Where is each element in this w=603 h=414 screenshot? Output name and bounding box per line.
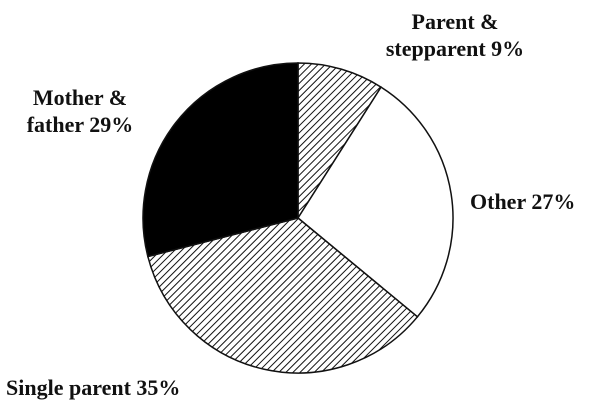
slice-label: Parent & stepparent 9% — [365, 8, 545, 62]
category-label: Mother & father — [26, 85, 128, 137]
value-label: 9% — [491, 36, 525, 61]
category-label: Parent & stepparent — [385, 9, 499, 61]
pie-slice — [297, 62, 383, 221]
pie-slice — [146, 217, 419, 374]
category-label: Single parent — [6, 375, 131, 400]
category-label: Other — [470, 189, 526, 214]
slice-label: Single parent 35% — [6, 374, 266, 401]
pie-slice — [297, 86, 454, 318]
slice-label: Other 27% — [470, 188, 603, 215]
pie-slice — [142, 62, 299, 258]
value-label: 29% — [89, 112, 134, 137]
slice-label: Mother & father 29% — [14, 84, 146, 138]
value-label: 35% — [136, 375, 181, 400]
value-label: 27% — [531, 189, 576, 214]
